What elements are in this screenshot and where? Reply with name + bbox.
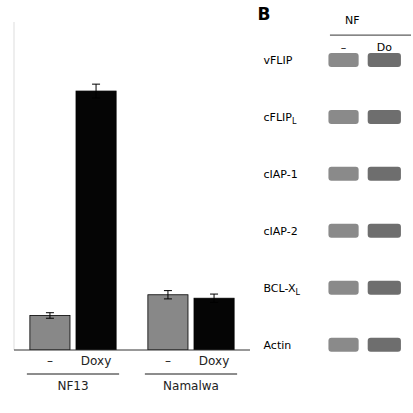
error-bar <box>210 294 218 302</box>
error-cap <box>210 302 218 303</box>
x-tick-label: Doxy <box>81 354 111 368</box>
error-stem <box>49 313 50 319</box>
blot-panel: BNF–DovFLIPcFLIPLcIAP-1cIAP-2BCL-XLActin <box>257 4 411 352</box>
blot-row-label: BCL-XL <box>264 282 301 297</box>
blot-row-label: Actin <box>264 339 292 352</box>
error-cap <box>210 294 218 295</box>
blot-row-subscript: L <box>292 117 297 126</box>
panel-label: B <box>257 4 270 24</box>
error-cap <box>46 318 54 319</box>
x-tick-label: Doxy <box>199 354 229 368</box>
blot-band <box>368 167 401 181</box>
blot-band <box>328 338 358 352</box>
x-tick-label: – <box>165 354 171 368</box>
blot-row-label: cIAP-2 <box>264 225 298 238</box>
error-stem <box>96 84 97 98</box>
error-bars <box>46 84 218 318</box>
blot-band <box>328 167 358 181</box>
blot-row-text: cFLIP <box>264 111 293 124</box>
error-cap <box>164 290 172 291</box>
bars <box>30 91 234 350</box>
group-label: Namalwa <box>163 379 219 393</box>
bar <box>76 91 116 350</box>
error-cap <box>46 312 54 313</box>
blot-row-label: vFLIP <box>264 54 293 67</box>
group-underline <box>145 374 237 375</box>
blot-header: NF <box>345 14 360 27</box>
x-tick-label: – <box>47 354 53 368</box>
blot-band <box>368 224 401 238</box>
blot-row-label: cFLIPL <box>264 111 297 126</box>
blot-band <box>368 53 401 67</box>
error-cap <box>164 298 172 299</box>
group-underline <box>27 374 119 375</box>
error-bar <box>46 313 54 319</box>
blot-band <box>368 338 401 352</box>
bar <box>30 315 70 350</box>
error-stem <box>214 294 215 302</box>
chart-root: –DoxyNF13–DoxyNamalwaBNF–DovFLIPcFLIPLcI… <box>0 0 413 413</box>
lane-label: Do <box>377 41 392 54</box>
blot-row-subscript: L <box>295 288 300 297</box>
blot-row-text: cIAP-2 <box>264 225 298 238</box>
error-bar <box>164 291 172 299</box>
bar <box>194 298 234 350</box>
blot-band <box>368 110 401 124</box>
error-cap <box>92 84 100 85</box>
group-label: NF13 <box>57 379 88 393</box>
header-line <box>330 35 411 36</box>
blot-row-text: vFLIP <box>264 54 293 67</box>
error-bar <box>92 84 100 98</box>
blot-band <box>328 53 358 67</box>
lane-label: – <box>341 41 347 54</box>
error-stem <box>167 291 168 299</box>
blot-row-label: cIAP-1 <box>264 168 298 181</box>
blot-row-text: Actin <box>264 339 292 352</box>
error-cap <box>92 97 100 98</box>
bar <box>148 295 188 350</box>
blot-row-text: BCL-X <box>264 282 296 295</box>
value-axis-line <box>14 22 15 350</box>
blot-band <box>328 224 358 238</box>
blot-band <box>328 110 358 124</box>
blot-band <box>368 281 401 295</box>
blot-band <box>328 281 358 295</box>
x-axis-line <box>14 350 250 351</box>
labels: –DoxyNF13–DoxyNamalwa <box>27 354 237 393</box>
blot-row-text: cIAP-1 <box>264 168 298 181</box>
